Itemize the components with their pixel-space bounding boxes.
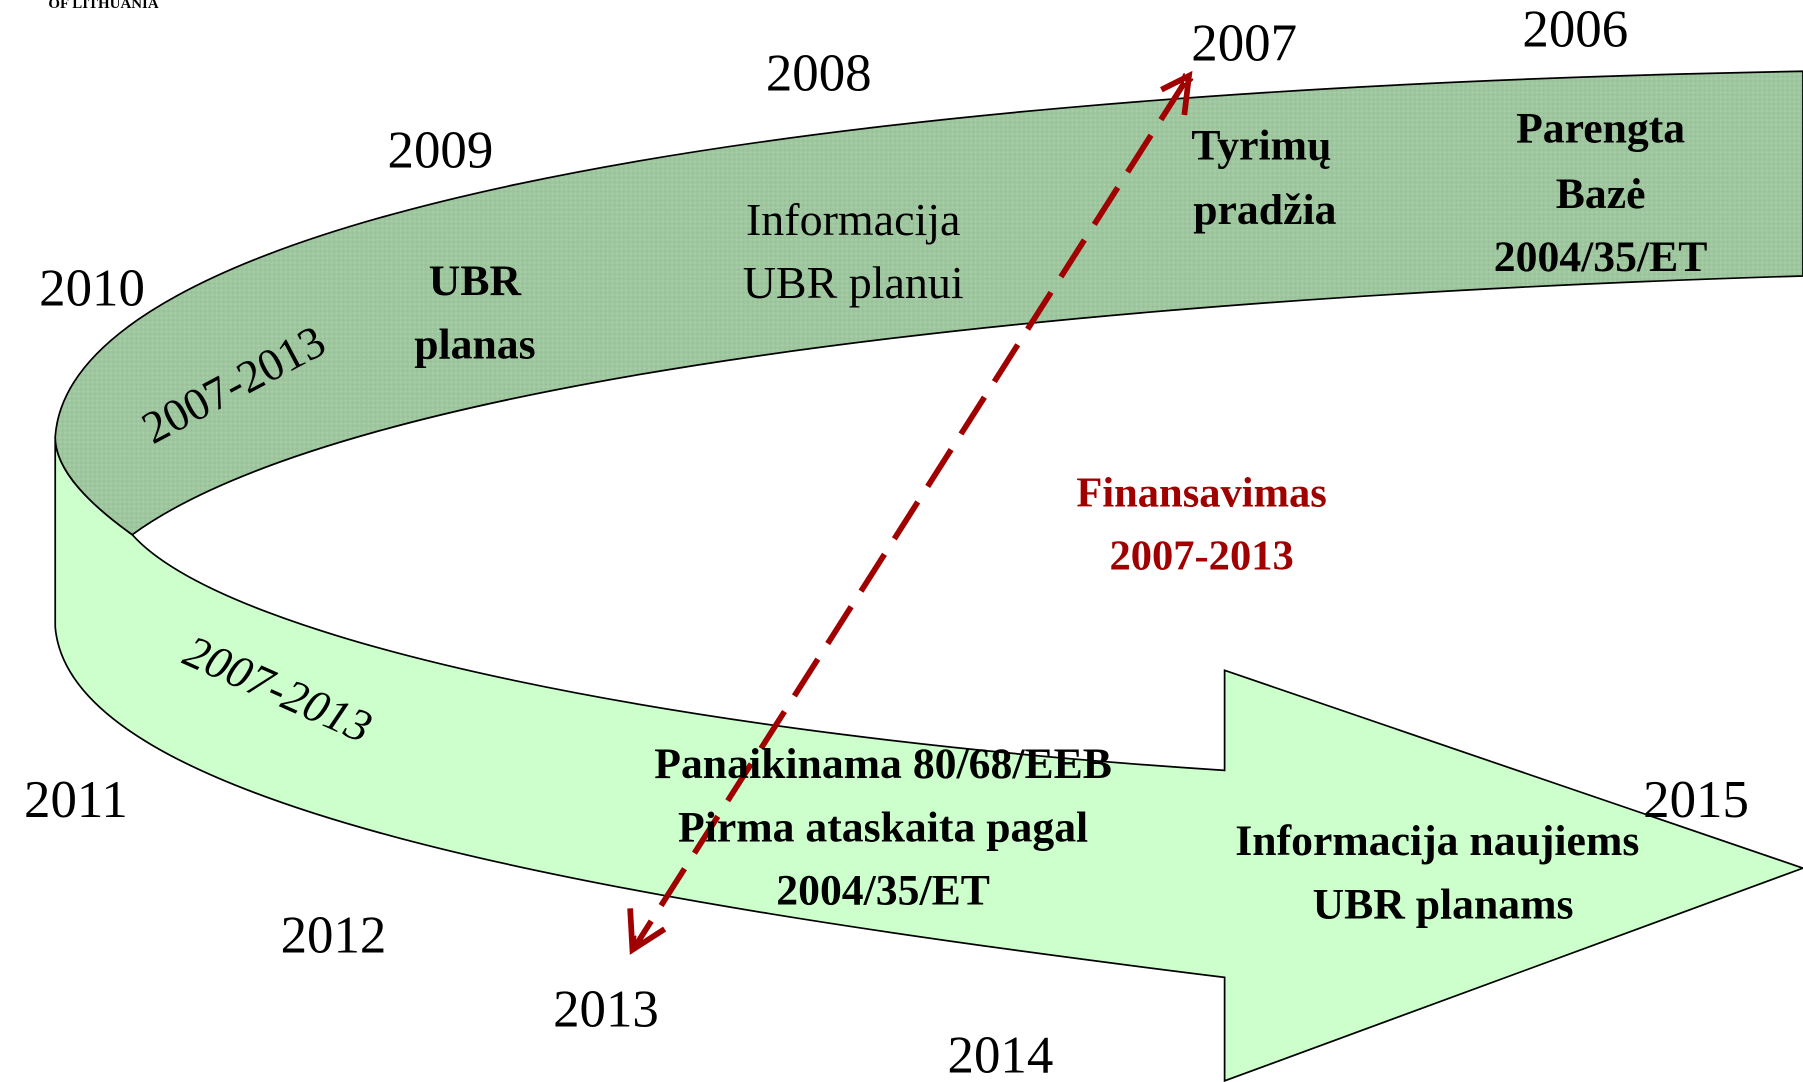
year: 2010	[39, 259, 145, 317]
band-label: planas	[414, 320, 535, 368]
funding-arrow	[636, 83, 1184, 945]
band-label: 2004/35/ET	[1494, 233, 1708, 281]
band-label: UBR planui	[743, 257, 964, 308]
band-label: UBR	[429, 257, 522, 305]
funding-label: Finansavimas	[1076, 469, 1327, 516]
year: 2011	[24, 771, 128, 829]
band-label: Bazė	[1556, 170, 1646, 218]
band-label: Pirma ataskaita pagal	[678, 803, 1088, 851]
year: 2008	[766, 44, 872, 102]
band-label: 2004/35/ET	[776, 867, 990, 915]
year: 2012	[281, 907, 387, 965]
band-label: Informacija naujiems	[1235, 817, 1639, 865]
band-label: Informacija	[746, 194, 960, 245]
band-label: Parengta	[1516, 104, 1685, 152]
funding-label: 2007-2013	[1109, 533, 1293, 580]
year: 2013	[553, 980, 659, 1038]
band-label: UBR planams	[1313, 880, 1574, 928]
year: 2007	[1191, 14, 1297, 72]
band-label: Panaikinama 80/68/EEB	[654, 740, 1112, 788]
year: 2009	[388, 121, 494, 179]
band-label: pradžia	[1193, 186, 1336, 234]
year: 2014	[948, 1026, 1054, 1082]
arrow-head-top	[1160, 70, 1193, 116]
year: 2015	[1643, 771, 1749, 829]
arrow-head-bottom	[627, 908, 667, 955]
header: OF LITHUANIA	[48, 0, 158, 12]
band-label: Tyrimų	[1191, 122, 1331, 170]
year: 2006	[1522, 1, 1628, 59]
